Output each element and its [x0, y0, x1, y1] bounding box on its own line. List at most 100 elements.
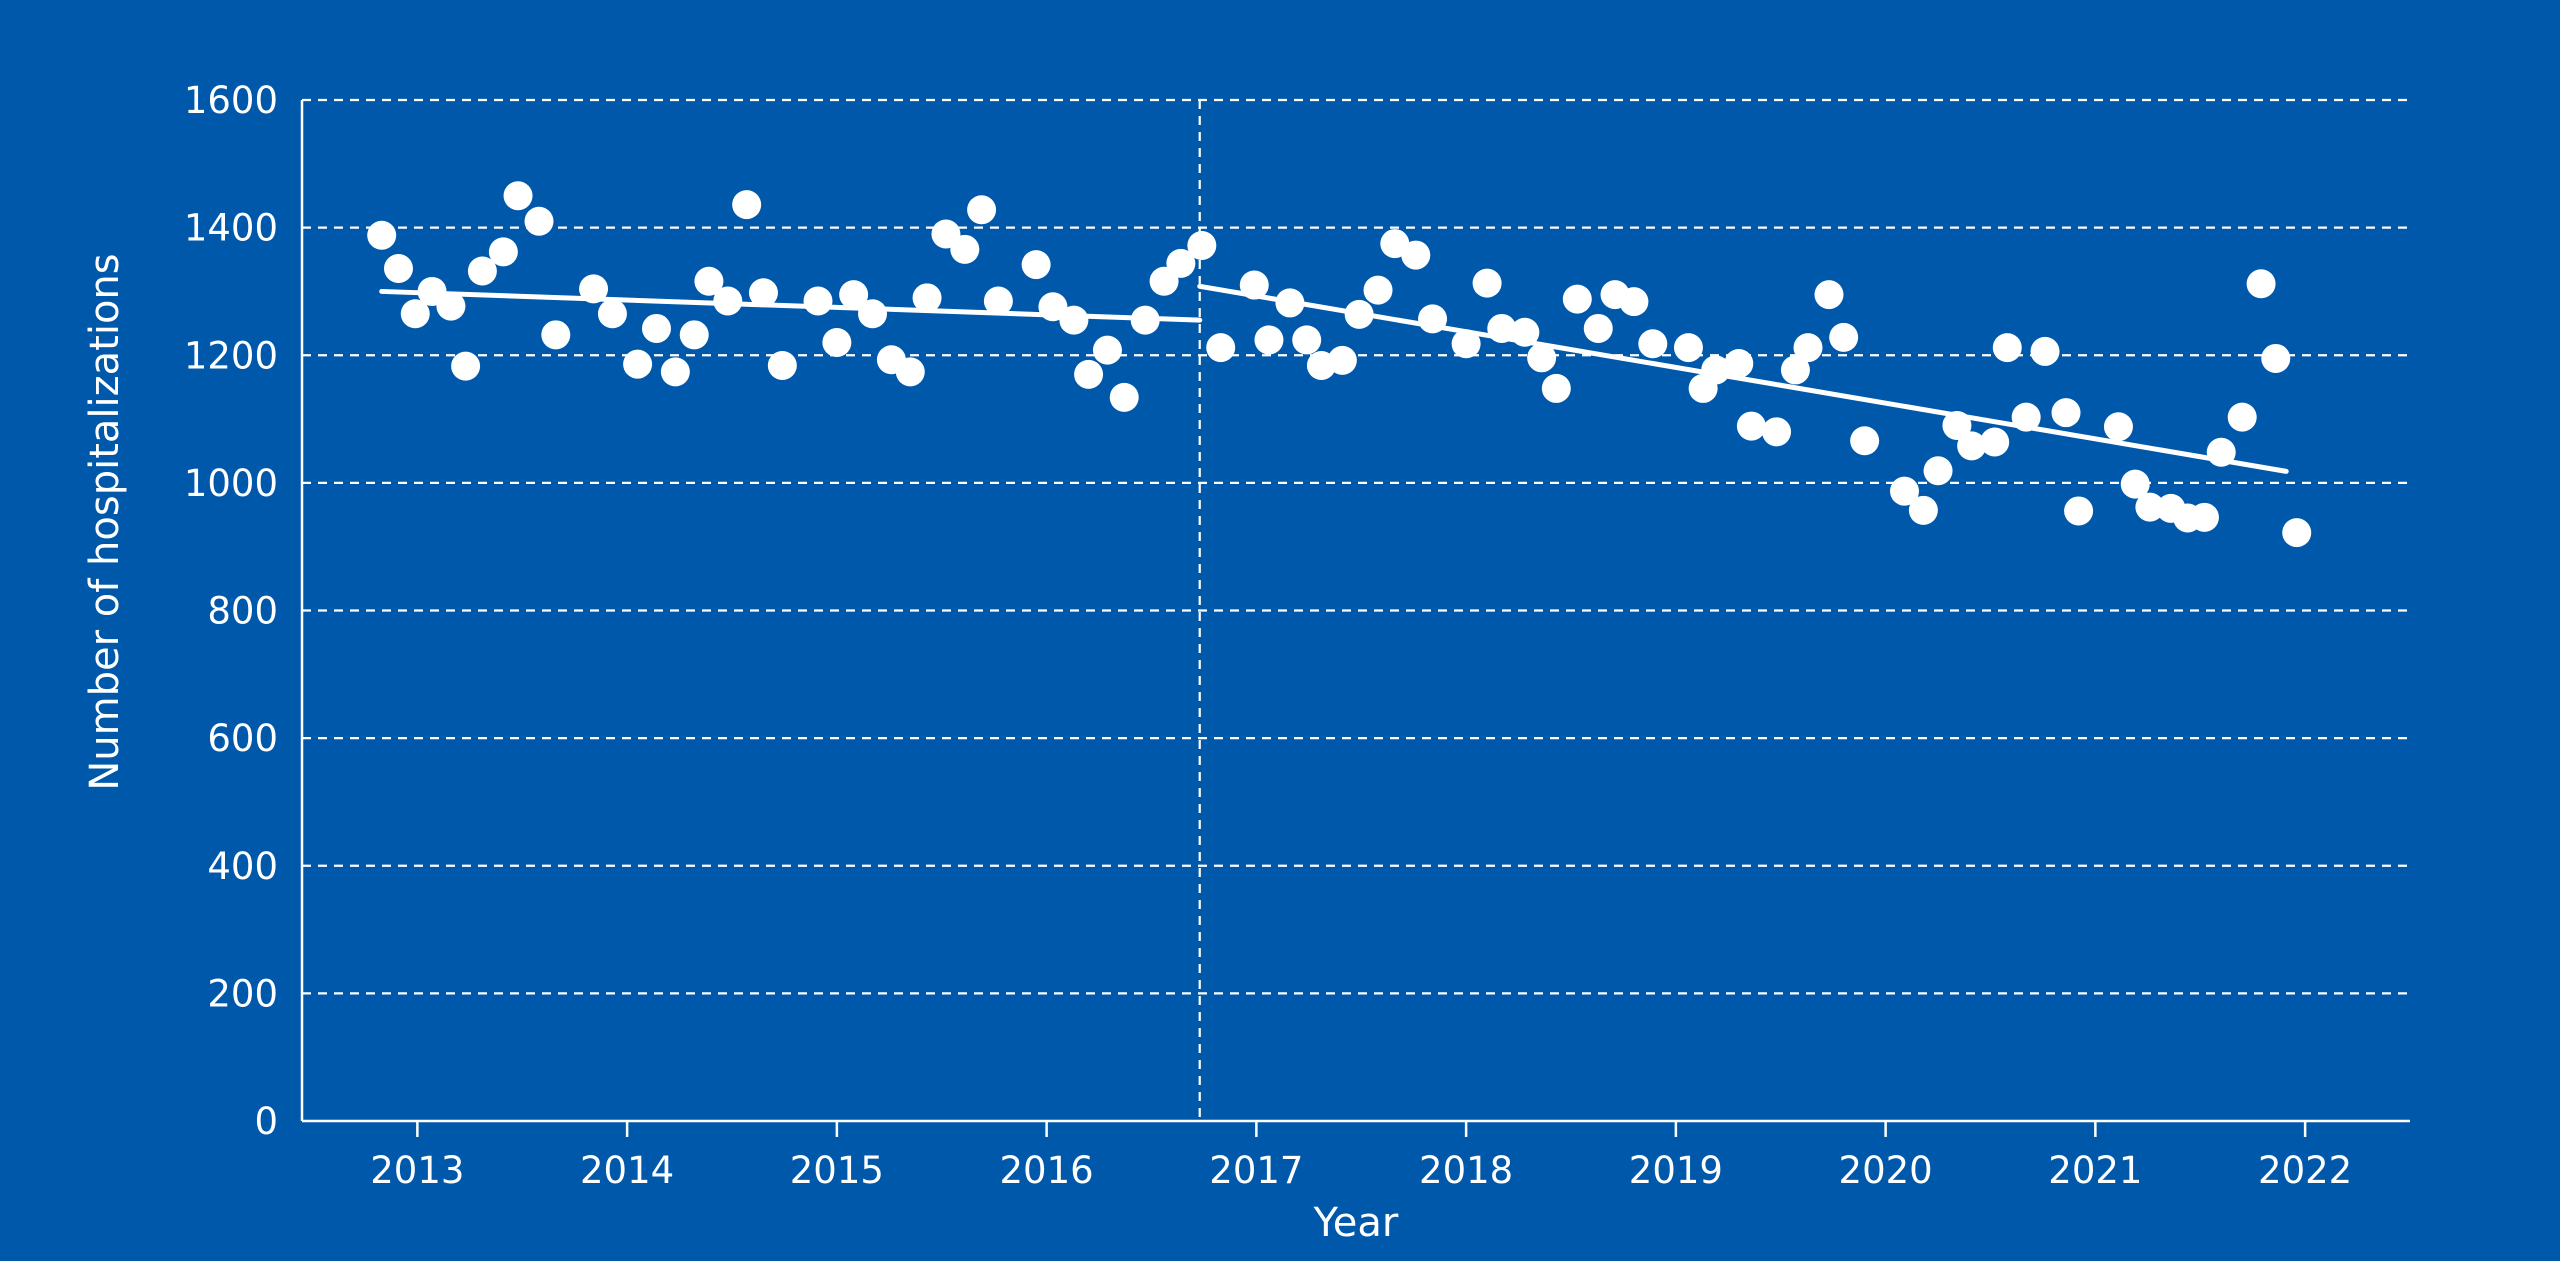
data-point [1487, 313, 1517, 343]
x-tick-label: 2015 [790, 1149, 884, 1192]
x-tick-label: 2019 [1629, 1149, 1723, 1192]
tick-labels: 0 200 400 600 800 1000 1200 1400 1600 2013 2014 201… [184, 79, 2352, 1192]
x-tick-label: 2016 [1000, 1149, 1094, 1192]
y-axis-title: Number of hospitalizations [82, 253, 128, 790]
data-point [912, 283, 942, 313]
data-point [1451, 329, 1481, 359]
data-point [1780, 355, 1810, 385]
data-point [383, 253, 413, 283]
data-point [1957, 431, 1987, 461]
data-point [1992, 333, 2022, 363]
data-point [1673, 333, 1703, 363]
data-point [1829, 322, 1859, 352]
data-point [2189, 502, 2219, 532]
data-point [541, 320, 571, 350]
y-tick-label: 1600 [184, 79, 278, 122]
data-point [1923, 456, 1953, 486]
axes [300, 100, 2410, 1137]
data-point [839, 280, 869, 310]
data-point [1401, 240, 1431, 270]
data-point [748, 278, 778, 308]
data-point [713, 286, 743, 316]
data-point [524, 206, 554, 236]
data-point [1908, 495, 1938, 525]
data-point [1724, 349, 1754, 379]
data-point [2051, 398, 2081, 428]
data-point [2011, 402, 2041, 432]
data-point [983, 286, 1013, 316]
data-point [2030, 336, 2060, 366]
data-point [1583, 313, 1613, 343]
data-point [1942, 410, 1972, 440]
data-point [2135, 492, 2165, 522]
data-point [451, 351, 481, 381]
data-point [660, 357, 690, 387]
data-point [1021, 250, 1051, 280]
data-point [1206, 333, 1236, 363]
x-tick-label: 2017 [1209, 1149, 1303, 1192]
data-point [1239, 270, 1269, 300]
x-tick-label: 2018 [1419, 1149, 1513, 1192]
data-point [1736, 411, 1766, 441]
x-tick-label: 2022 [2258, 1149, 2352, 1192]
y-tick-label: 600 [207, 717, 278, 760]
y-tick-label: 1000 [184, 462, 278, 505]
data-point [1074, 359, 1104, 389]
data-point [1527, 343, 1557, 373]
data-point [858, 299, 888, 329]
data-point [1638, 329, 1668, 359]
data-point [1187, 230, 1217, 260]
x-tick-label: 2014 [580, 1149, 674, 1192]
data-point [579, 274, 609, 304]
y-tick-label: 1400 [184, 207, 278, 250]
data-point [895, 357, 925, 387]
y-tick-label: 400 [207, 845, 278, 888]
data-point [2227, 402, 2257, 432]
y-tick-label: 0 [254, 1100, 278, 1143]
data-point [1344, 299, 1374, 329]
data-point [623, 349, 653, 379]
data-point [822, 327, 852, 357]
data-point [1619, 287, 1649, 317]
data-point [503, 181, 533, 211]
x-axis-title: Year [1313, 1200, 1399, 1246]
data-point [732, 190, 762, 220]
data-point [2103, 412, 2133, 442]
data-point [1793, 333, 1823, 363]
x-tick-label: 2020 [1839, 1149, 1933, 1192]
data-point [1510, 317, 1540, 347]
data-point [367, 220, 397, 250]
data-point [1038, 292, 1068, 322]
data-point [641, 313, 671, 343]
x-tick-label: 2013 [370, 1149, 464, 1192]
data-point [1472, 268, 1502, 298]
data-point [436, 291, 466, 321]
data-point [1762, 417, 1792, 447]
data-point [1701, 355, 1731, 385]
x-tick-label: 2021 [2048, 1149, 2142, 1192]
data-point [1889, 476, 1919, 506]
data-point [967, 195, 997, 225]
data-point [1130, 305, 1160, 335]
y-tick-label: 800 [207, 590, 278, 633]
data-point [1254, 325, 1284, 355]
data-point [1850, 426, 1880, 456]
data-point [2064, 496, 2094, 526]
y-tick-label: 200 [207, 972, 278, 1015]
data-point [694, 266, 724, 296]
data-point [803, 286, 833, 316]
data-point [1980, 427, 2010, 457]
trend-line [1197, 283, 2289, 474]
data-point [2282, 518, 2312, 548]
data-point [1562, 284, 1592, 314]
data-point [2246, 269, 2276, 299]
data-point [1541, 373, 1571, 403]
data-point [400, 299, 430, 329]
data-point [2206, 437, 2236, 467]
data-point [467, 256, 497, 286]
gridlines [302, 98, 2410, 995]
data-point [597, 299, 627, 329]
data-point [1275, 288, 1305, 318]
